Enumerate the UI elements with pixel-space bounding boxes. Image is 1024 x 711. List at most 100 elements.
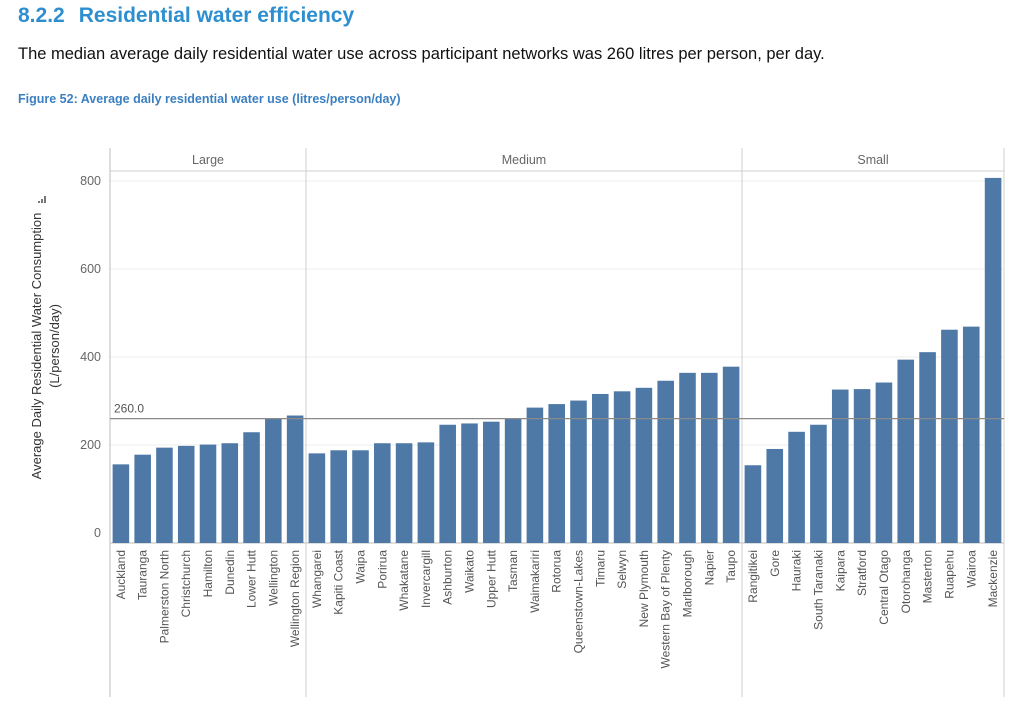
bar: [177, 445, 195, 543]
bar: [504, 418, 522, 543]
labels: 0 200 400 600 800 Large Auckland Tauranga Palmer…: [80, 153, 1000, 669]
bar: [570, 400, 587, 543]
bar: [417, 442, 435, 543]
x-tick-label: Taupo: [724, 550, 738, 583]
x-tick-label: Masterton: [921, 550, 935, 603]
bar: [526, 407, 544, 543]
bar: [483, 421, 500, 543]
bar: [308, 453, 326, 543]
bar: [439, 424, 456, 543]
bar: [635, 387, 653, 543]
x-tick-label: Dunedin: [223, 550, 237, 595]
x-tick-label: Kaipara: [833, 550, 847, 592]
x-tick-label: Wairoa: [964, 550, 978, 588]
x-tick-label: Stratford: [855, 550, 869, 596]
x-tick-label: Wellington: [266, 550, 280, 606]
bar: [744, 465, 762, 543]
x-tick-label: South Taranaki: [811, 550, 825, 630]
x-tick-label: Rotorua: [550, 550, 564, 593]
x-tick-label: Lower Hutt: [245, 549, 259, 608]
bar: [592, 393, 609, 543]
y-axis-title: Average Daily Residential Water Consumpt…: [29, 213, 62, 480]
bar: [679, 372, 696, 543]
y-tick-label: 200: [80, 438, 101, 452]
x-tick-label: Whangarei: [310, 550, 324, 608]
bar: [156, 447, 173, 543]
x-tick-label: Hauraki: [790, 550, 804, 591]
x-tick-label: Kapiti Coast: [332, 549, 346, 614]
bar: [831, 389, 849, 543]
panel-header-large: Large: [192, 153, 224, 167]
y-tick-label: 600: [80, 262, 101, 276]
x-tick-label: Tauranga: [136, 550, 150, 600]
x-tick-label: Marlborough: [681, 550, 695, 617]
x-tick-label: Tasman: [506, 550, 520, 592]
x-tick-label: Porirua: [375, 550, 389, 589]
x-tick-label: Waimakariri: [528, 550, 542, 613]
section-title: Residential water efficiency: [78, 4, 355, 27]
bar: [788, 431, 805, 543]
bar: [722, 366, 740, 543]
bar: [352, 450, 369, 543]
y-tick-label: 800: [80, 174, 101, 188]
bar: [984, 177, 1002, 544]
bar: [461, 423, 478, 543]
x-tick-label: Invercargill: [419, 550, 433, 608]
bar: [941, 329, 958, 543]
x-tick-label: Waipa: [354, 550, 368, 584]
x-tick-label: Christchurch: [179, 550, 193, 617]
x-tick-label: Waikato: [463, 550, 477, 593]
bar: [374, 443, 391, 543]
bar: [330, 450, 347, 543]
figure-caption: Figure 52: Average daily residential wat…: [18, 92, 401, 106]
bar: [613, 391, 631, 543]
bar: [112, 464, 130, 543]
bar: [875, 382, 893, 543]
y-axis-title-line1: Average Daily Residential Water Consumpt…: [29, 213, 44, 480]
x-tick-label: Gore: [768, 550, 782, 577]
bar: [134, 454, 151, 543]
bar: [853, 389, 871, 543]
x-tick-label: Hamilton: [201, 550, 215, 597]
x-tick-label: Central Otago: [877, 550, 891, 625]
bar: [395, 443, 413, 543]
reference-line-label: 260.0: [114, 402, 144, 416]
x-tick-label: Ruapehu: [942, 550, 956, 599]
sort-icon[interactable]: [38, 196, 46, 203]
y-tick-label: 400: [80, 350, 101, 364]
bar: [286, 415, 304, 543]
panel-header-medium: Medium: [502, 153, 546, 167]
bar: [810, 424, 827, 543]
section-number: 8.2.2: [18, 4, 65, 27]
bar: [243, 432, 260, 543]
x-tick-label: Napier: [702, 550, 716, 585]
x-tick-label: Wellington Region: [288, 550, 302, 647]
bars: [112, 177, 1002, 544]
x-tick-label: Queenstown-Lakes: [572, 550, 586, 653]
x-tick-label: Western Bay of Plenty: [659, 550, 673, 669]
x-tick-label: Auckland: [114, 550, 128, 599]
reference-line-group: 260.0: [110, 402, 1004, 420]
bar: [221, 443, 239, 543]
bar: [919, 352, 936, 543]
section-heading: 8.2.2 Residential water efficiency: [18, 4, 354, 28]
bar: [548, 404, 565, 543]
bar: [265, 418, 282, 543]
bar: [766, 448, 784, 543]
x-tick-label: Selwyn: [615, 550, 629, 589]
bar: [962, 326, 980, 543]
y-tick-label: 0: [94, 526, 101, 540]
bar: [199, 444, 217, 543]
x-tick-label: Whakatane: [397, 550, 411, 611]
panel-header-small: Small: [857, 153, 888, 167]
bar: [897, 359, 915, 543]
intro-paragraph: The median average daily residential wat…: [18, 45, 825, 63]
y-axis-title-line2: (L/person/day): [47, 304, 62, 388]
x-tick-label: Rangitikei: [746, 550, 760, 603]
x-tick-label: Upper Hutt: [484, 549, 498, 608]
x-tick-label: Mackenzie: [986, 550, 1000, 608]
x-tick-label: Otorohanga: [899, 550, 913, 614]
x-tick-label: Ashburton: [441, 550, 455, 605]
x-tick-label: New Plymouth: [637, 550, 651, 627]
